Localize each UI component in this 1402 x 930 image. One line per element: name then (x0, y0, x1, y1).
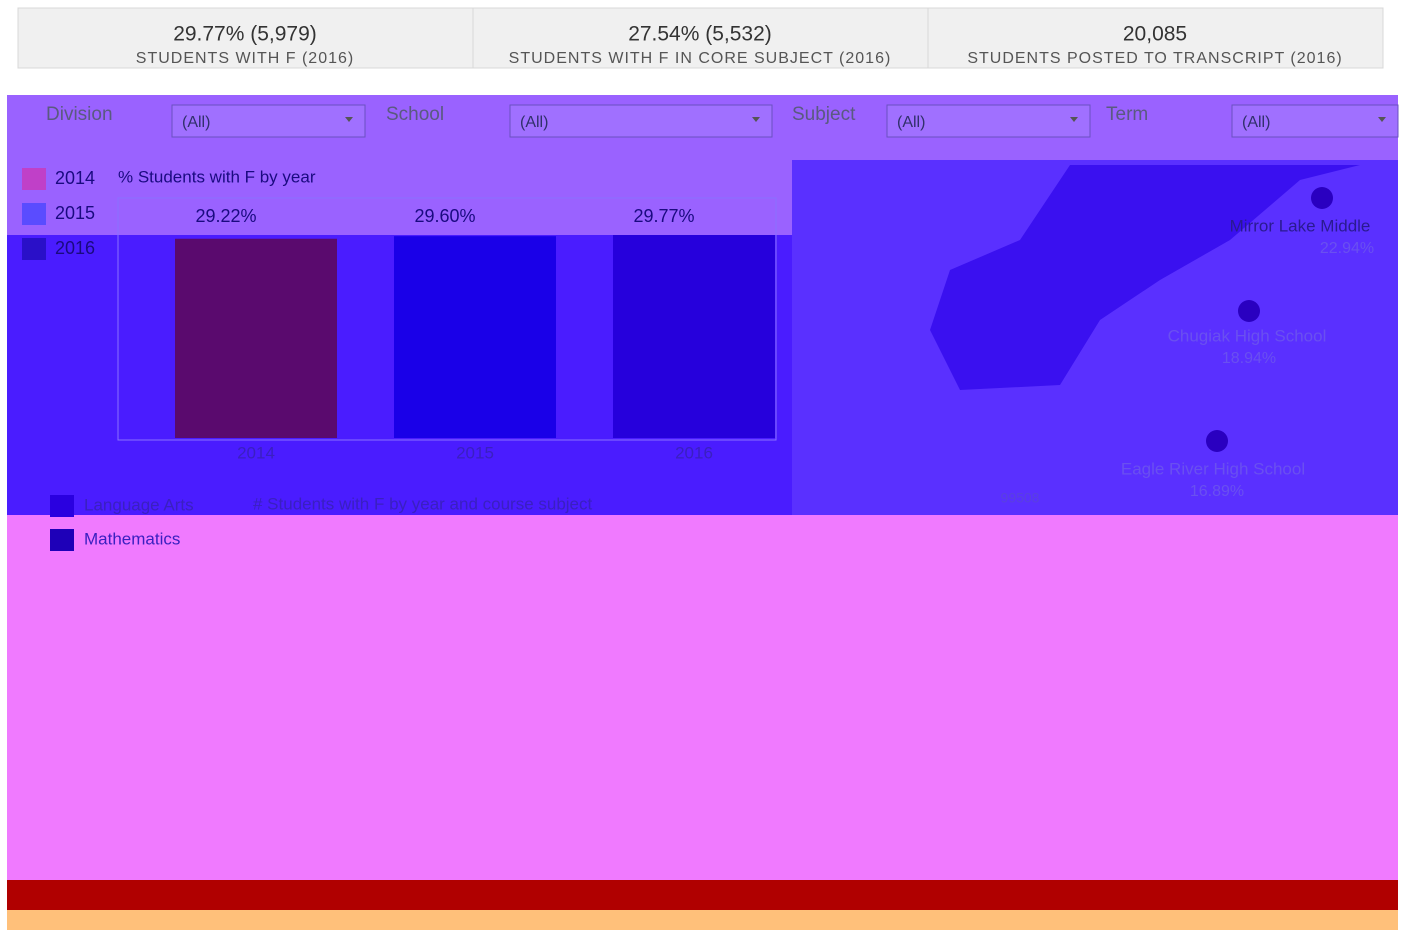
legend-swatch (22, 238, 46, 260)
legend-swatch (50, 529, 74, 551)
bar-value-label: 29.22% (195, 206, 256, 226)
filter-label: Subject (792, 104, 856, 125)
kpi-label: STUDENTS WITH F IN CORE SUBJECT (2016) (509, 50, 892, 67)
bar-value-label: 29.60% (414, 206, 475, 226)
bar (175, 239, 337, 438)
map-marker (1206, 430, 1228, 452)
map-marker-name: Chugiak High School (1168, 326, 1327, 345)
subject-chart-title: # Students with F by year and course sub… (253, 494, 593, 513)
map-marker-value: 18.94% (1222, 350, 1276, 367)
filter-value: (All) (182, 114, 210, 131)
glitch-band (7, 880, 1398, 910)
x-tick-label: 2014 (237, 443, 275, 462)
filter-label: School (386, 104, 444, 125)
filter-label: Term (1106, 104, 1148, 125)
bar-value-label: 29.77% (633, 206, 694, 226)
legend-label: 2015 (55, 203, 95, 223)
kpi-value: 27.54% (5,532) (628, 23, 772, 46)
glitch-area (7, 515, 1398, 880)
legend-label: Mathematics (84, 529, 180, 548)
legend-swatch (50, 495, 74, 517)
bar-chart-title: % Students with F by year (118, 167, 316, 186)
kpi-label: STUDENTS POSTED TO TRANSCRIPT (2016) (967, 50, 1342, 67)
filter-value: (All) (1242, 114, 1270, 131)
x-tick-label: 2015 (456, 443, 494, 462)
legend-label: Language Arts (84, 495, 194, 514)
legend-swatch (22, 203, 46, 225)
glitch-band (7, 910, 1398, 930)
map-marker-name: Eagle River High School (1121, 459, 1305, 478)
bar (613, 235, 775, 438)
map-zip: 99508 (1001, 490, 1040, 506)
kpi-value: 29.77% (5,979) (173, 23, 317, 46)
filter-label: Division (46, 104, 113, 125)
dashboard: % Students with F by year # Students wit… (0, 0, 1402, 930)
map-marker-name: Mirror Lake Middle (1230, 216, 1371, 235)
kpi-label: STUDENTS WITH F (2016) (136, 50, 354, 67)
map-marker (1238, 300, 1260, 322)
dashboard-canvas: % Students with F by year # Students wit… (0, 0, 1402, 930)
legend-label: 2016 (55, 238, 95, 258)
x-tick-label: 2016 (675, 443, 713, 462)
filter-value: (All) (520, 114, 548, 131)
filter-value: (All) (897, 114, 925, 131)
filter-dropdown[interactable] (510, 105, 772, 137)
map-marker-value: 22.94% (1320, 240, 1374, 257)
legend-label: 2014 (55, 168, 95, 188)
legend-swatch (22, 168, 46, 190)
map-marker (1311, 187, 1333, 209)
map-marker-value: 16.89% (1190, 483, 1244, 500)
bar (394, 236, 556, 438)
kpi-value: 20,085 (1123, 23, 1187, 46)
